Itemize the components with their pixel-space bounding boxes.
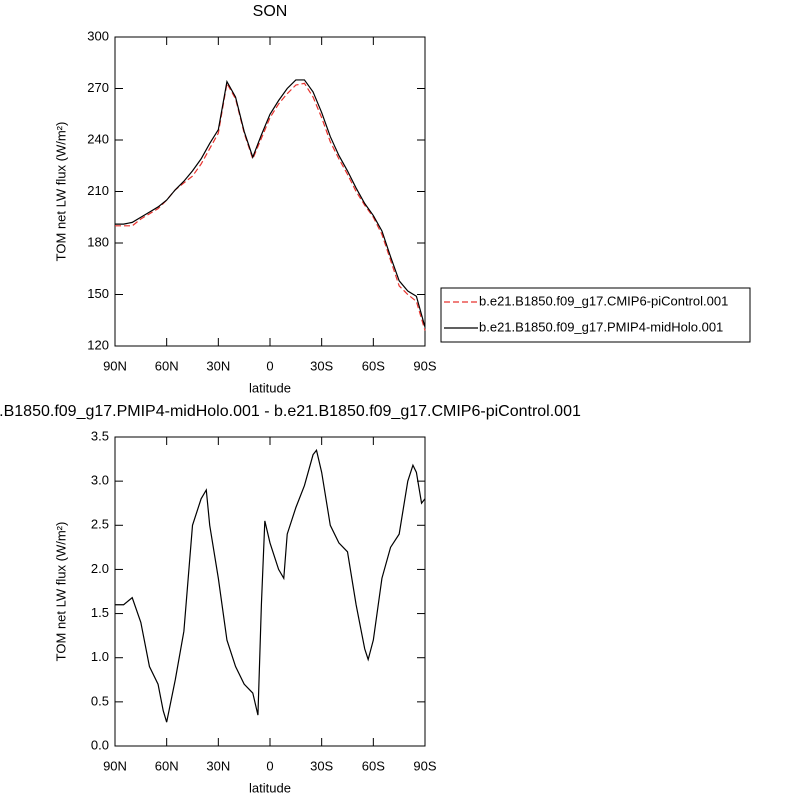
legend-label: b.e21.B1850.f09_g17.PMIP4-midHolo.001 [479, 319, 723, 334]
y-axis-label: TOM net LW flux (W/m²) [53, 122, 68, 262]
y-tick-label: 0.0 [91, 737, 109, 752]
plot-frame [114, 36, 426, 347]
data-line [115, 448, 426, 723]
chart-title: b.e21.B1850.f09_g17.PMIP4-midHolo.001 - … [0, 403, 581, 420]
data-line [115, 81, 426, 331]
x-tick-label: 90S [413, 358, 436, 373]
y-axis-label: TOM net LW flux (W/m²) [53, 522, 68, 662]
x-axis-label: latitude [249, 380, 291, 395]
x-tick-label: 30N [206, 358, 230, 373]
x-tick-label: 60N [155, 358, 179, 373]
y-tick-label: 3.0 [91, 473, 109, 488]
data-line [115, 79, 426, 328]
chart-title: SON [253, 3, 288, 20]
y-tick-label: 180 [87, 234, 109, 249]
y-tick-label: 2.5 [91, 517, 109, 532]
legend-label: b.e21.B1850.f09_g17.CMIP6-piControl.001 [479, 293, 728, 308]
x-tick-label: 90N [103, 358, 127, 373]
x-tick-label: 90S [413, 758, 436, 773]
y-tick-label: 1.5 [91, 605, 109, 620]
x-tick-label: 30N [206, 758, 230, 773]
x-tick-label: 30S [310, 758, 333, 773]
legend-box [440, 287, 751, 343]
x-tick-label: 0 [266, 358, 273, 373]
y-tick-label: 120 [87, 337, 109, 352]
x-tick-label: 0 [266, 758, 273, 773]
x-tick-label: 60N [155, 758, 179, 773]
x-tick-label: 60S [362, 358, 385, 373]
y-tick-label: 240 [87, 131, 109, 146]
x-tick-label: 90N [103, 758, 127, 773]
y-tick-label: 300 [87, 28, 109, 43]
x-axis-label: latitude [249, 780, 291, 795]
y-tick-label: 270 [87, 80, 109, 95]
y-tick-label: 0.5 [91, 693, 109, 708]
x-tick-label: 60S [362, 758, 385, 773]
y-tick-label: 1.0 [91, 649, 109, 664]
y-tick-label: 150 [87, 286, 109, 301]
y-tick-label: 2.0 [91, 561, 109, 576]
y-tick-label: 3.5 [91, 428, 109, 443]
x-tick-label: 30S [310, 358, 333, 373]
y-tick-label: 210 [87, 183, 109, 198]
